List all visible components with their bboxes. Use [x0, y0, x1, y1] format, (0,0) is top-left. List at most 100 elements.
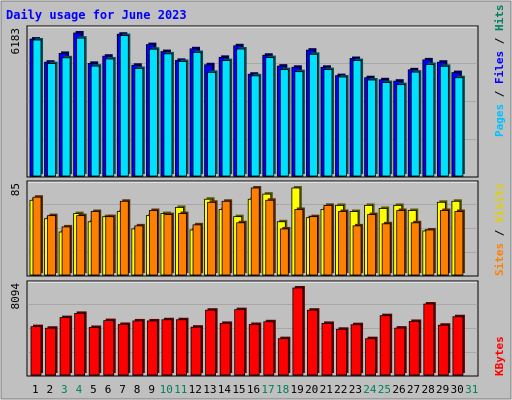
bar-sites-day-3	[61, 224, 73, 276]
bar-sites-day-7-face	[119, 200, 129, 276]
bar-sites-day-5	[90, 209, 102, 276]
x-tick-label-day-23: 23	[349, 383, 362, 396]
bar-kbytes-day-23-face	[350, 324, 362, 376]
bar-sites-day-4	[76, 213, 87, 276]
bar-sites-day-5-face	[90, 211, 100, 276]
x-tick-label-day-7: 7	[119, 383, 126, 396]
bar-sites-day-18	[279, 226, 291, 276]
panel-hits: 6183 Pages / Files / Hits	[9, 5, 506, 178]
bar-pages-day-25	[381, 80, 393, 177]
bar-kbytes-day-27	[408, 319, 422, 376]
bar-kbytes-day-21-face	[321, 323, 333, 376]
bar-pages-day-30	[454, 75, 465, 177]
bar-kbytes-day-2-face	[45, 327, 56, 376]
bar-sites-day-13-face	[207, 201, 216, 276]
panel-kbytes: 8094 KBytes	[9, 280, 506, 377]
bar-sites-day-10	[163, 212, 174, 276]
bar-sites-day-14	[221, 199, 233, 276]
bar-sites-day-12	[192, 222, 204, 276]
x-tick-label-day-20: 20	[305, 383, 318, 396]
panel-kbytes-bars	[30, 286, 465, 376]
bar-kbytes-day-15-face	[234, 309, 246, 376]
bar-sites-day-1-face	[32, 196, 42, 276]
bar-sites-day-2	[47, 213, 58, 276]
bar-kbytes-day-1	[30, 324, 43, 376]
legend-item-kbytes: KBytes	[493, 336, 506, 376]
x-tick-label-day-10: 10	[160, 383, 173, 396]
bar-sites-day-14-face	[221, 200, 231, 276]
bar-kbytes-day-1-face	[30, 326, 42, 376]
bar-pages-day-16-face	[250, 75, 260, 177]
bar-sites-day-19	[294, 207, 305, 276]
bar-pages-day-2-face	[47, 63, 56, 177]
bar-kbytes-day-5	[88, 325, 102, 376]
bar-sites-day-28	[425, 227, 436, 276]
bar-pages-day-10-face	[163, 53, 173, 177]
bar-sites-day-21-face	[323, 204, 333, 276]
panel-visits: 85 Sites / Visits	[9, 180, 506, 277]
bar-pages-day-1-face	[32, 39, 42, 177]
bar-kbytes-day-7	[117, 322, 131, 376]
bar-sites-day-27	[410, 220, 422, 276]
bar-pages-day-9-face	[148, 48, 158, 177]
bar-pages-day-12-face	[192, 52, 202, 177]
bar-pages-day-15-face	[236, 48, 246, 177]
bar-sites-day-26-face	[396, 210, 406, 276]
bar-sites-day-17	[265, 198, 276, 276]
bar-kbytes-day-11	[176, 317, 189, 376]
bar-pages-day-19-face	[294, 71, 304, 177]
bar-kbytes-day-21	[321, 321, 334, 376]
bar-sites-day-3-face	[61, 226, 71, 276]
bar-pages-day-18	[279, 67, 291, 177]
bar-sites-day-24-face	[367, 214, 377, 276]
x-tick-label-day-25: 25	[378, 383, 391, 396]
bar-pages-day-11	[178, 59, 189, 177]
bar-sites-day-22	[338, 209, 349, 276]
bar-kbytes-day-3	[59, 315, 73, 376]
bar-kbytes-day-13-face	[205, 309, 216, 376]
bar-kbytes-day-9-face	[146, 320, 158, 376]
bar-kbytes-day-13	[205, 308, 218, 376]
bar-kbytes-day-23	[350, 322, 364, 376]
legend-item-pages: Pages	[493, 104, 506, 137]
x-tick-label-day-28: 28	[421, 383, 434, 396]
bar-pages-day-4-face	[76, 37, 86, 177]
bar-sites-day-12-face	[192, 224, 202, 276]
bar-pages-day-28-face	[425, 64, 435, 177]
bar-kbytes-day-27-face	[408, 321, 420, 376]
bar-sites-day-28-face	[425, 229, 435, 276]
bar-pages-day-16	[250, 73, 262, 177]
bar-kbytes-day-28	[423, 302, 436, 376]
bar-pages-day-7	[119, 33, 131, 177]
bar-kbytes-day-16-face	[248, 324, 260, 376]
bar-pages-day-27-face	[410, 71, 420, 177]
x-tick-label-day-13: 13	[203, 383, 216, 396]
legend-item-sites: Sites	[493, 243, 506, 276]
bar-pages-day-22	[338, 75, 349, 177]
bar-pages-day-3	[61, 55, 73, 177]
x-tick-label-day-26: 26	[392, 383, 405, 396]
bar-pages-day-23-face	[352, 60, 362, 177]
bar-pages-day-3-face	[61, 57, 71, 177]
bar-sites-day-4-face	[76, 215, 86, 276]
x-tick-label-day-24: 24	[363, 383, 377, 396]
bar-kbytes-day-7-face	[117, 324, 129, 376]
bar-pages-day-13-face	[207, 71, 216, 177]
legend-separator: /	[493, 31, 506, 51]
bar-sites-day-9	[148, 208, 160, 276]
bar-sites-day-6-face	[105, 216, 115, 276]
bar-pages-day-18-face	[279, 69, 289, 177]
panel-hits-bars	[29, 31, 465, 177]
bar-pages-day-20	[309, 52, 320, 177]
bar-pages-day-22-face	[338, 76, 347, 177]
bar-pages-day-30-face	[454, 77, 464, 177]
bar-kbytes-day-28-face	[423, 303, 435, 376]
bar-sites-day-17-face	[265, 199, 275, 276]
bar-pages-day-23	[352, 58, 364, 177]
bar-kbytes-day-3-face	[59, 317, 71, 376]
bar-kbytes-day-10-face	[161, 319, 173, 376]
bar-kbytes-day-4-face	[74, 313, 86, 376]
bar-kbytes-day-24-face	[365, 338, 377, 376]
